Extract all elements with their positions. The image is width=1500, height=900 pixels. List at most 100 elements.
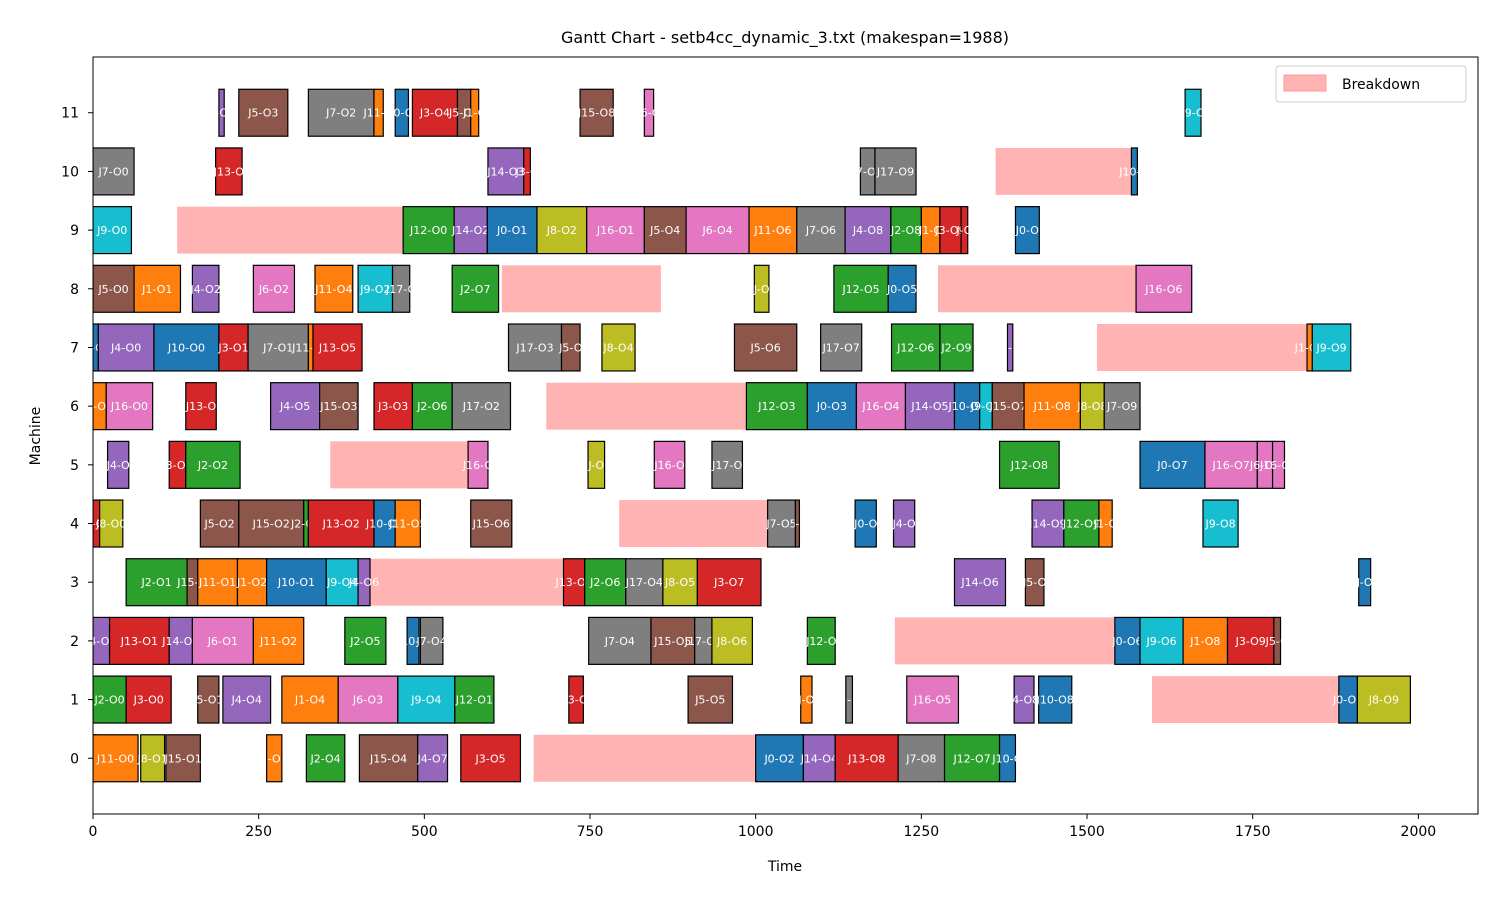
operation-label: J3-O0 [133, 694, 164, 707]
operation-bar [218, 88, 225, 137]
x-tick-label: 0 [89, 824, 98, 840]
operation-bar [460, 734, 522, 783]
operation-bar [106, 440, 130, 489]
operation-label: J8-O6 [716, 635, 747, 648]
operation-bar [197, 558, 239, 607]
operation-bar [1013, 675, 1035, 724]
operation-bar [586, 206, 645, 255]
operation-bar [939, 323, 974, 372]
operation-label: J14-O5 [910, 400, 948, 413]
operation-bar [185, 440, 241, 489]
operation-bar [467, 440, 489, 489]
operation-label: J2-O6 [589, 576, 620, 589]
operation-bar [806, 616, 836, 665]
operation-label: J9-O2 [359, 283, 390, 296]
operation-label: J2-O1 [141, 576, 172, 589]
operation-label: J10-O5 [947, 400, 985, 413]
operation-bar [411, 88, 459, 137]
operation-label: J16-O8 [1259, 459, 1297, 472]
operation-label: J7-O6 [805, 224, 836, 237]
operation-bar [696, 558, 762, 607]
operation-bar [1202, 499, 1239, 548]
operation-label: J3-O5 [475, 752, 506, 765]
operation-bar [796, 206, 846, 255]
operation-bar [214, 147, 243, 196]
operation-label: J13-O2 [322, 518, 360, 531]
operation-bar [307, 88, 375, 137]
operation-label: J6-O1 [207, 635, 238, 648]
operation-label: J1-O [1093, 518, 1118, 531]
operation-label: J0-O8 [1332, 694, 1363, 707]
x-tick-label: 1000 [738, 824, 774, 840]
operation-label: J4-O6 [348, 576, 379, 589]
operation-bar [1031, 499, 1065, 548]
operation-label: J4-O [892, 518, 917, 531]
y-tick-label: 0 [70, 751, 79, 767]
operation-label: - [1008, 341, 1012, 354]
y-tick-label: 7 [70, 340, 79, 356]
operation-bar [266, 734, 283, 783]
operation-label: J12-O8 [1010, 459, 1048, 472]
operation-label: J3-O3 [377, 400, 408, 413]
operation-bar [753, 264, 770, 313]
operation-label: J8-O8 [1076, 400, 1107, 413]
operation-bar [394, 88, 410, 137]
operation-bar [844, 206, 892, 255]
operation-label: J16-O4 [861, 400, 899, 413]
operation-bar [523, 147, 531, 196]
plot-border [92, 56, 1479, 815]
operation-label: J5-O5 [694, 694, 725, 707]
breakdown-bar [1096, 324, 1308, 371]
operation-bar [402, 206, 455, 255]
operation-bar [662, 558, 698, 607]
operation-bar [874, 147, 917, 196]
operation-bar [833, 264, 889, 313]
operation-label: J4-O8 [852, 224, 883, 237]
operation-bar [806, 382, 858, 431]
operation-bar [269, 382, 321, 431]
y-axis-label: Machine [28, 407, 44, 466]
breakdown-bar [1151, 676, 1339, 724]
operation-bar [1204, 440, 1258, 489]
operation-label: J10-O [1118, 165, 1150, 178]
operation-bar [953, 558, 1007, 607]
operation-bar [960, 206, 969, 255]
operation-bar [1273, 616, 1282, 665]
operation-label: J-O [587, 459, 604, 472]
operation-bar [1184, 88, 1202, 137]
operation-label: J16-O [653, 459, 685, 472]
operation-label: J7-O2 [325, 107, 356, 120]
operation-label: J11-O8 [1033, 400, 1071, 413]
operation-bar [454, 675, 495, 724]
operation-label: J5-O1 [192, 694, 223, 707]
operation-label: J3-O9 [934, 224, 965, 237]
operation-label: J8-O1 [137, 752, 168, 765]
operation-bar [411, 382, 453, 431]
operation-bar [165, 734, 201, 783]
operation-bar [305, 734, 346, 783]
operation-label: J15-O1 [164, 752, 202, 765]
operation-bar [99, 499, 124, 548]
operation-label: J7-O8 [905, 752, 936, 765]
operation-label: J5-O3 [247, 107, 278, 120]
operation-label: J8-O4 [602, 341, 633, 354]
x-tick-label: 250 [245, 824, 272, 840]
operation-bar [325, 558, 359, 607]
operation-bar [93, 734, 139, 783]
operation-bar [897, 734, 946, 783]
operation-label: J2-O2 [197, 459, 228, 472]
operation-bar [373, 88, 384, 137]
chart-title: Gantt Chart - setb4cc_dynamic_3.txt (mak… [561, 28, 1009, 48]
operation-label: J4-O8 [1008, 694, 1039, 707]
x-tick-label: 1250 [904, 824, 940, 840]
operation-bar [252, 264, 296, 313]
operation-bar [337, 675, 399, 724]
operation-label: J5-O0 [97, 283, 128, 296]
operation-label: J7-O1 [262, 341, 293, 354]
operation-label: J3-O1 [217, 341, 248, 354]
operation-label: J1-O8 [1189, 635, 1220, 648]
operation-label: J17-O3 [515, 341, 553, 354]
operation-label: J10-O [991, 752, 1023, 765]
operation-label: J16-O5 [913, 694, 951, 707]
operation-label: J7-O4 [604, 635, 635, 648]
